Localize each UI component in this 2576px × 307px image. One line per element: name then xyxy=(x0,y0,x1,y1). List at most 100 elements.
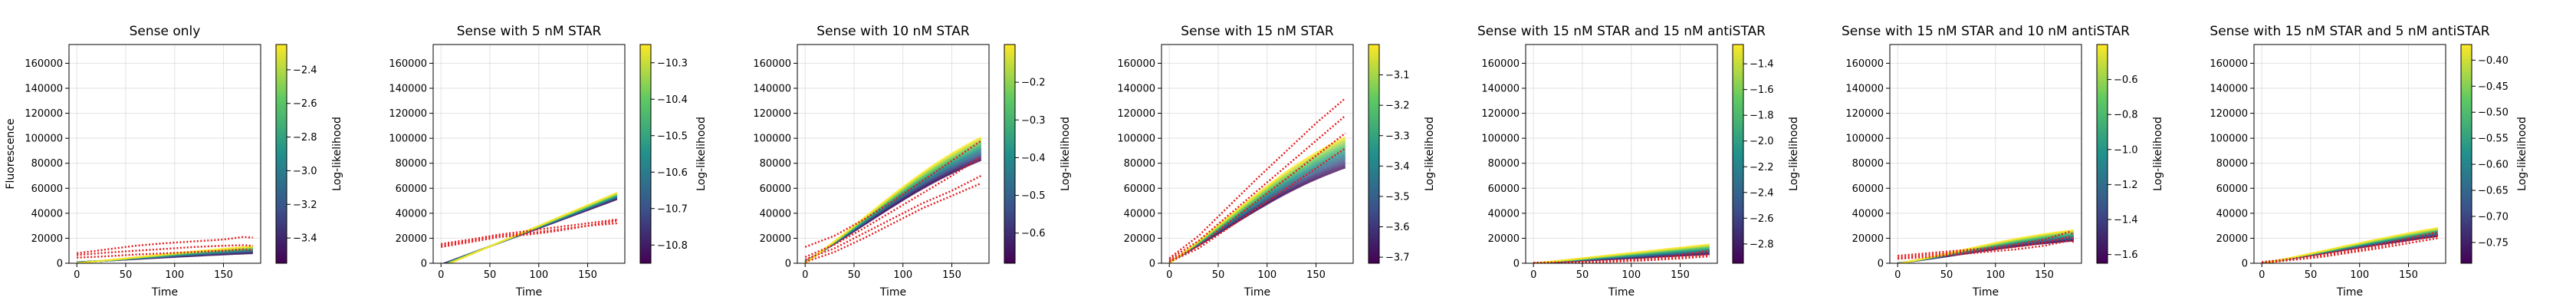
colorbar xyxy=(2460,44,2472,264)
colorbar-tick-label-3: −3.4 xyxy=(1385,161,1410,173)
x-tick-label-0: 0 xyxy=(1530,269,1536,281)
colorbar-tick-label-5: −3.6 xyxy=(1385,222,1410,233)
axes-frame xyxy=(1161,44,1354,264)
colorbar-tick-label-5: −2.4 xyxy=(1750,187,1774,199)
colorbar-tick-label-5: −3.4 xyxy=(293,233,317,245)
colorbar-tick-label-2: −0.4 xyxy=(1021,153,1046,164)
y-tick-label-2: 40000 xyxy=(1852,208,1884,220)
model-curve-16 xyxy=(1897,229,2074,263)
y-tick-label-0: 0 xyxy=(1149,259,1155,270)
colorbar-tick-label-4: −3.2 xyxy=(293,200,317,211)
colorbar-tick-label-1: −0.3 xyxy=(1021,115,1046,127)
y-tick-label-2: 40000 xyxy=(1124,208,1155,220)
colorbar-tick-label-5: −1.6 xyxy=(2114,249,2138,261)
panel-4: 0 50 100 150 0 20000 40000 60000 80000 100000 1200… xyxy=(1117,24,1436,299)
plot-content xyxy=(77,236,253,263)
panel-title: Sense only xyxy=(130,24,201,39)
x-tick-label-2: 100 xyxy=(165,269,184,281)
y-tick-label-3: 60000 xyxy=(1852,183,1884,195)
plot-content xyxy=(1897,229,2075,263)
x-tick-label-1: 50 xyxy=(1212,269,1225,281)
x-axis-label: Time xyxy=(515,286,542,299)
colorbar-label: Log-likelihood xyxy=(2516,117,2528,191)
colorbar-tick-label-2: −1.0 xyxy=(2114,144,2138,156)
x-tick-label-3: 150 xyxy=(1306,269,1326,281)
y-tick-label-2: 40000 xyxy=(1488,208,1520,220)
y-tick-label-3: 60000 xyxy=(760,183,791,195)
x-tick-label-2: 100 xyxy=(529,269,548,281)
x-tick-label-0: 0 xyxy=(1166,269,1172,281)
y-tick-label-5: 100000 xyxy=(389,134,427,145)
colorbar-tick-label-4: −0.60 xyxy=(2478,160,2509,171)
y-tick-label-5: 100000 xyxy=(1481,134,1520,145)
y-tick-label-1: 20000 xyxy=(2216,233,2248,245)
x-tick-label-0: 0 xyxy=(438,269,444,281)
y-tick-label-8: 160000 xyxy=(25,58,63,70)
colorbar-tick-label-3: −10.6 xyxy=(657,167,688,179)
colorbar-tick-label-3: −0.55 xyxy=(2478,134,2509,145)
panel-title: Sense with 10 nM STAR xyxy=(816,24,970,39)
y-tick-label-2: 40000 xyxy=(760,208,791,220)
y-tick-label-3: 60000 xyxy=(396,183,427,195)
colorbar-tick-label-0: −2.4 xyxy=(293,64,317,76)
data-series-4 xyxy=(1168,147,1346,263)
colorbar-tick-label-1: −0.45 xyxy=(2478,81,2509,93)
x-tick-label-0: 0 xyxy=(802,269,808,281)
colorbar-tick-label-7: −0.75 xyxy=(2478,237,2509,249)
colorbar-tick-label-1: −0.8 xyxy=(2114,110,2138,121)
x-tick-label-0: 0 xyxy=(74,269,80,281)
panel-3: 0 50 100 150 0 20000 40000 60000 80000 100000 1200… xyxy=(753,24,1072,299)
colorbar-tick-label-1: −1.6 xyxy=(1750,84,1774,96)
y-tick-label-2: 40000 xyxy=(31,208,63,220)
x-axis-label: Time xyxy=(2336,286,2363,299)
axes-frame xyxy=(432,44,626,264)
panel-title: Sense with 15 nM STAR and 10 nM antiSTAR xyxy=(1842,24,2130,39)
colorbar-label: Log-likelihood xyxy=(1424,117,1436,191)
y-tick-label-0: 0 xyxy=(785,259,791,270)
y-tick-label-7: 140000 xyxy=(1117,84,1155,95)
colorbar-tick-label-4: −2.2 xyxy=(1750,162,1774,173)
panel-title: Sense with 15 nM STAR and 5 nM antiSTAR xyxy=(2210,24,2489,39)
y-tick-label-3: 60000 xyxy=(1124,183,1155,195)
colorbar-tick-label-4: −10.7 xyxy=(657,203,688,215)
x-axis-label: Time xyxy=(1608,286,1635,299)
y-tick-label-8: 160000 xyxy=(389,58,427,70)
data-series-3 xyxy=(1168,132,1346,262)
x-tick-label-1: 50 xyxy=(120,269,133,281)
x-tick-label-2: 100 xyxy=(1257,269,1276,281)
x-tick-label-2: 100 xyxy=(893,269,912,281)
y-tick-label-6: 120000 xyxy=(1117,108,1155,120)
y-tick-label-5: 100000 xyxy=(1845,134,1884,145)
y-tick-label-2: 40000 xyxy=(396,208,427,220)
y-tick-label-4: 80000 xyxy=(396,158,427,170)
y-tick-label-8: 160000 xyxy=(1845,58,1884,70)
y-tick-label-7: 140000 xyxy=(25,84,63,95)
y-tick-label-7: 140000 xyxy=(1845,84,1884,95)
y-tick-label-3: 60000 xyxy=(2216,183,2248,195)
data-series-1 xyxy=(77,236,253,255)
y-tick-label-6: 120000 xyxy=(753,108,791,120)
panel-1: 0 50 100 150 0 20000 40000 60000 80000 100000 1200… xyxy=(5,24,343,299)
colorbar-tick-label-2: −3.3 xyxy=(1385,130,1410,142)
data-series-2 xyxy=(77,244,253,256)
y-tick-label-5: 100000 xyxy=(25,134,63,145)
y-tick-label-6: 120000 xyxy=(2210,108,2248,120)
plot-content xyxy=(804,136,982,263)
x-axis-label: Time xyxy=(151,286,178,299)
panel-7: 0 50 100 150 0 20000 40000 60000 80000 100000 1200… xyxy=(2210,24,2528,299)
y-tick-label-2: 40000 xyxy=(2216,208,2248,220)
colorbar-tick-label-2: −2.8 xyxy=(293,132,317,144)
panel-title: Sense with 5 nM STAR xyxy=(457,24,602,39)
panel-2: 0 50 100 150 0 20000 40000 60000 80000 100000 1200… xyxy=(389,24,708,299)
colorbar xyxy=(1368,44,1380,264)
colorbar-tick-label-0: −10.3 xyxy=(657,58,688,69)
axes-frame xyxy=(1889,44,2082,264)
colorbar xyxy=(275,44,288,264)
panel-6: 0 50 100 150 0 20000 40000 60000 80000 100000 1200… xyxy=(1842,24,2164,299)
y-tick-label-6: 120000 xyxy=(1481,108,1520,120)
y-tick-label-5: 100000 xyxy=(1117,134,1155,145)
y-tick-label-8: 160000 xyxy=(1117,58,1155,70)
y-axis-label: Fluorescence xyxy=(5,118,17,189)
y-tick-label-1: 20000 xyxy=(396,233,427,245)
